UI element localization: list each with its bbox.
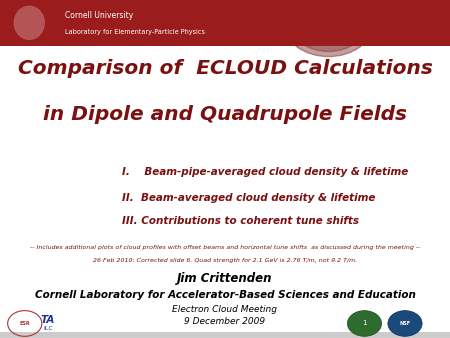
Text: ESR: ESR <box>19 321 30 326</box>
Text: 26 Feb 2010: Corrected slide 6. Quad strength for 2.1 GeV is 2.76 T/m, not 9.2 T: 26 Feb 2010: Corrected slide 6. Quad str… <box>93 258 357 263</box>
Circle shape <box>388 311 422 336</box>
Text: TA: TA <box>40 315 54 325</box>
Ellipse shape <box>14 6 45 40</box>
Text: III. Contributions to coherent tune shifts: III. Contributions to coherent tune shif… <box>122 216 359 226</box>
Text: I.    Beam-pipe-averaged cloud density & lifetime: I. Beam-pipe-averaged cloud density & li… <box>122 167 408 177</box>
Text: Cornell Laboratory for Accelerator-Based Sciences and Education: Cornell Laboratory for Accelerator-Based… <box>35 290 415 300</box>
Circle shape <box>290 0 367 52</box>
Text: Electron Cloud Meeting: Electron Cloud Meeting <box>172 305 278 314</box>
Text: Comparison of  ECLOUD Calculations: Comparison of ECLOUD Calculations <box>18 59 432 78</box>
Circle shape <box>347 311 382 336</box>
Circle shape <box>284 0 374 57</box>
Text: NSF: NSF <box>400 321 410 326</box>
Text: II.  Beam-averaged cloud density & lifetime: II. Beam-averaged cloud density & lifeti… <box>122 193 375 203</box>
Text: ILC: ILC <box>44 327 54 331</box>
Text: -- Includes additional plots of cloud profiles with offset beams and horizontal : -- Includes additional plots of cloud pr… <box>30 245 420 250</box>
Text: in Dipole and Quadrupole Fields: in Dipole and Quadrupole Fields <box>43 105 407 124</box>
Bar <box>0 332 450 338</box>
Text: Laboratory for Elementary-Particle Physics: Laboratory for Elementary-Particle Physi… <box>65 29 205 35</box>
Text: Cornell University: Cornell University <box>65 11 134 21</box>
Text: 1: 1 <box>362 320 367 327</box>
Text: Jim Crittenden: Jim Crittenden <box>177 272 273 285</box>
Text: 9 December 2009: 9 December 2009 <box>184 317 266 325</box>
Bar <box>0 0 450 46</box>
